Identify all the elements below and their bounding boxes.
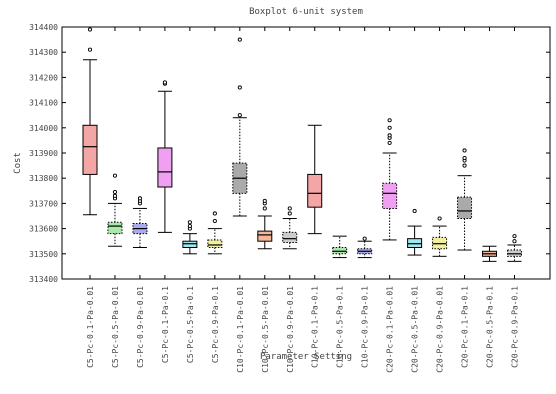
y-axis-label: Cost [13,152,23,174]
box-iqr [382,182,398,209]
outlier-point [462,155,467,161]
x-tick-label: C10-Pc-0.1-Pa-0.01 [236,286,245,373]
y-tick-label: 313700 [29,199,58,208]
x-tick-label: C20-Pc-0.1-Pa-0.1 [461,286,470,368]
outlier-point [462,163,467,168]
y-tick-label: 314200 [29,73,58,82]
x-tick-label: C20-Pc-0.9-Pa-0.1 [510,286,519,368]
outlier-point [212,211,217,216]
x-tick-label: C10-Pc-0.1-Pa-0.1 [311,286,320,368]
x-tick-label: C10-Pc-0.5-Pa-0.1 [336,286,345,368]
box-iqr [432,236,448,250]
y-tick-label: 313600 [29,225,58,234]
outlier-point [187,220,192,225]
outlier-point [262,198,267,203]
chart-marks: 313400 313500 313600 313700 313800 313900 3140… [29,23,550,373]
box-iqr [107,221,123,235]
outlier-point [112,193,118,198]
y-tick-label: 314000 [29,124,58,133]
outlier-point [512,239,517,244]
outlier-point [362,236,367,241]
y-tick-label: 313900 [29,149,58,158]
x-tick-label: C5-Pc-0.1-Pa-0.01 [86,286,95,368]
x-tick-label: C20-Pc-0.1-Pa-0.01 [386,286,395,373]
box-iqr [332,247,348,255]
y-tick-label: 313800 [29,174,58,183]
plot-area-frame [61,26,551,280]
outlier-point [287,206,292,211]
x-tick-label: C20-Pc-0.9-Pa-0.01 [436,286,445,373]
x-tick-label: C5-Pc-0.1-Pa-0.1 [161,286,170,363]
outlier-point [87,27,93,32]
outlier-point [412,208,417,214]
y-tick-label: 314100 [29,99,58,108]
box-iqr [207,239,223,249]
y-tick-label: 313500 [29,250,58,259]
outlier-point [512,234,517,239]
outlier-point [87,47,93,52]
x-tick-label: C5-Pc-0.5-Pa-0.01 [111,286,120,368]
x-tick-label: C5-Pc-0.9-Pa-0.01 [136,286,145,368]
outlier-point [162,80,167,85]
chart-title: Boxplot 6-unit system [249,7,363,17]
box-iqr [307,173,323,208]
outlier-point [237,113,242,118]
x-tick-label: C10-Pc-0.9-Pa-0.01 [286,286,295,373]
outlier-point [387,133,392,138]
x-tick-label: C20-Pc-0.5-Pa-0.01 [411,286,420,373]
x-tick-label: C5-Pc-0.9-Pa-0.1 [211,286,220,363]
box-iqr [457,196,473,220]
outlier-point [112,190,118,195]
box-iqr [407,238,423,248]
y-tick-label: 314400 [29,23,58,32]
box-iqr [182,240,198,248]
outlier-point [287,211,292,216]
outlier-point [387,140,392,145]
x-tick-label: C20-Pc-0.5-Pa-0.1 [486,286,495,368]
outlier-point [237,85,242,90]
outlier-point [387,118,392,123]
outlier-point [462,148,467,153]
box-iqr [506,249,522,257]
outlier-point [237,37,242,42]
x-tick-label: C5-Pc-0.5-Pa-0.1 [186,286,195,363]
y-tick-label: 313400 [29,275,58,284]
outlier-point [187,224,192,229]
outlier-point [262,206,267,211]
x-tick-label: C10-Pc-0.5-Pa-0.01 [261,286,270,373]
outlier-point [437,216,442,221]
box-iqr [82,124,98,175]
outlier-point [212,218,217,224]
y-tick-label: 314300 [29,48,58,57]
outlier-point [387,125,392,130]
x-axis-label: Parameter Setting [260,352,352,362]
box-iqr [282,231,298,243]
outlier-point [137,196,142,201]
x-tick-label: C10-Pc-0.9-Pa-0.1 [361,286,370,368]
outlier-point [112,173,118,178]
box-iqr [157,147,173,188]
box-iqr [257,230,273,242]
